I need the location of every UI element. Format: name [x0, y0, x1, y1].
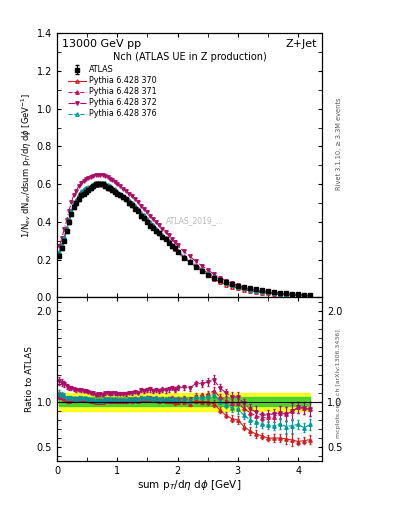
Pythia 6.428 371 — [57, 250, 62, 256]
Pythia 6.428 371 — [127, 198, 132, 204]
Pythia 6.428 371 — [217, 276, 222, 283]
Text: 13000 GeV pp: 13000 GeV pp — [62, 38, 141, 49]
Pythia 6.428 372 — [57, 243, 62, 249]
Pythia 6.428 372 — [308, 292, 312, 298]
Pythia 6.428 370 — [95, 181, 100, 187]
Pythia 6.428 376 — [136, 205, 141, 211]
Text: Nch (ATLAS UE in Z production): Nch (ATLAS UE in Z production) — [113, 52, 266, 62]
Pythia 6.428 370 — [136, 206, 141, 212]
Line: Pythia 6.428 372: Pythia 6.428 372 — [58, 173, 312, 297]
Pythia 6.428 376 — [95, 180, 100, 186]
Pythia 6.428 372 — [136, 199, 141, 205]
Pythia 6.428 376 — [57, 249, 62, 255]
Pythia 6.428 370 — [217, 279, 222, 285]
Pythia 6.428 370 — [284, 292, 288, 298]
Legend: ATLAS, Pythia 6.428 370, Pythia 6.428 371, Pythia 6.428 372, Pythia 6.428 376: ATLAS, Pythia 6.428 370, Pythia 6.428 37… — [66, 63, 158, 120]
Pythia 6.428 370 — [76, 194, 81, 200]
Text: Rivet 3.1.10, ≥ 3.3M events: Rivet 3.1.10, ≥ 3.3M events — [336, 97, 342, 189]
Text: ATLAS_2019_...: ATLAS_2019_... — [166, 217, 224, 225]
Pythia 6.428 370 — [81, 188, 86, 194]
Pythia 6.428 371 — [95, 180, 100, 186]
Pythia 6.428 371 — [136, 206, 141, 212]
Pythia 6.428 370 — [127, 199, 132, 205]
X-axis label: sum p$_T$/d$\eta$ d$\phi$ [GeV]: sum p$_T$/d$\eta$ d$\phi$ [GeV] — [138, 478, 242, 493]
Y-axis label: Ratio to ATLAS: Ratio to ATLAS — [25, 346, 34, 412]
Pythia 6.428 376 — [76, 192, 81, 198]
Pythia 6.428 376 — [217, 277, 222, 283]
Text: Z+Jet: Z+Jet — [285, 38, 317, 49]
Line: Pythia 6.428 376: Pythia 6.428 376 — [58, 181, 312, 297]
Pythia 6.428 376 — [127, 197, 132, 203]
Pythia 6.428 371 — [284, 291, 288, 297]
Line: Pythia 6.428 371: Pythia 6.428 371 — [58, 181, 312, 297]
Pythia 6.428 376 — [284, 291, 288, 297]
Y-axis label: 1/N$_{ev}$ dN$_{ev}$/dsum p$_T$/d$\eta$ d$\phi$ [GeV$^{-1}$]: 1/N$_{ev}$ dN$_{ev}$/dsum p$_T$/d$\eta$ … — [20, 93, 34, 238]
Pythia 6.428 372 — [127, 190, 132, 197]
Pythia 6.428 371 — [81, 187, 86, 193]
Pythia 6.428 372 — [76, 183, 81, 189]
Pythia 6.428 370 — [308, 293, 312, 299]
Pythia 6.428 371 — [308, 292, 312, 298]
Pythia 6.428 372 — [81, 178, 86, 184]
Pythia 6.428 372 — [95, 172, 100, 178]
Line: Pythia 6.428 370: Pythia 6.428 370 — [58, 182, 312, 298]
Pythia 6.428 372 — [284, 291, 288, 297]
Pythia 6.428 372 — [217, 274, 222, 281]
Pythia 6.428 376 — [308, 292, 312, 298]
Text: mcplots.cern.ch [arXiv:1306.3436]: mcplots.cern.ch [arXiv:1306.3436] — [336, 330, 341, 438]
Pythia 6.428 376 — [81, 186, 86, 193]
Pythia 6.428 371 — [76, 193, 81, 199]
Pythia 6.428 370 — [57, 250, 62, 256]
